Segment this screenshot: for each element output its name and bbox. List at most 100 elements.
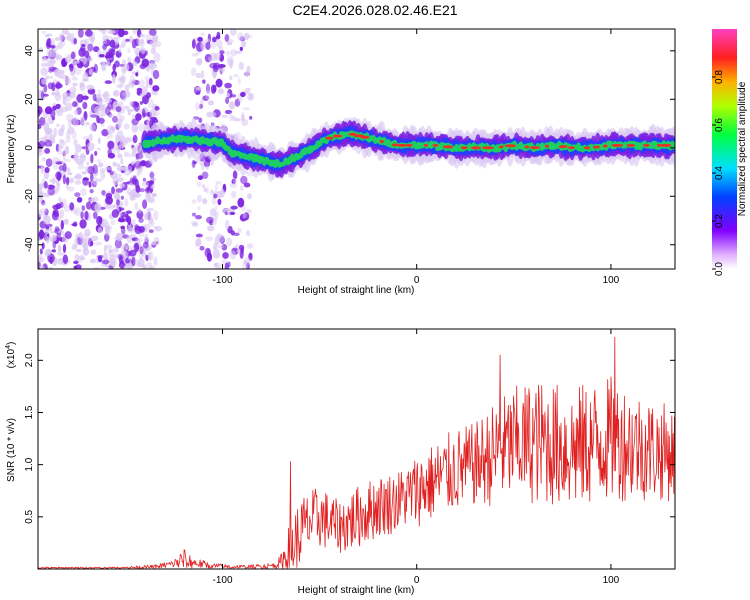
noise-blob bbox=[243, 257, 252, 264]
noise-blob bbox=[126, 235, 134, 243]
noise-blob bbox=[102, 34, 109, 41]
noise-blob bbox=[63, 219, 69, 225]
noise-blob bbox=[206, 225, 215, 232]
noise-blob bbox=[245, 34, 253, 39]
noise-blob bbox=[105, 227, 112, 236]
noise-blob bbox=[128, 249, 137, 257]
noise-blob bbox=[38, 137, 47, 141]
noise-blob bbox=[57, 243, 62, 254]
noise-blob bbox=[148, 29, 157, 36]
noise-blob bbox=[38, 116, 46, 126]
noise-blob bbox=[135, 184, 141, 193]
ridge-peak bbox=[643, 143, 650, 147]
noise-blob bbox=[84, 165, 89, 174]
noise-blob bbox=[56, 252, 65, 256]
spectrogram-panel: -100 0 100 -40 -20 0 20 40 Height of straight l… bbox=[6, 28, 676, 296]
noise-blob bbox=[240, 247, 244, 254]
noise-blob bbox=[117, 118, 123, 129]
ridge-peak bbox=[544, 144, 549, 148]
noise-blob bbox=[59, 201, 64, 208]
noise-blob bbox=[224, 34, 230, 42]
noise-blob bbox=[61, 59, 67, 68]
noise-blob bbox=[241, 118, 249, 126]
noise-blob bbox=[232, 170, 238, 180]
noise-blob bbox=[111, 209, 119, 218]
noise-blob bbox=[41, 201, 47, 207]
noise-blob bbox=[70, 37, 75, 45]
noise-blob bbox=[228, 39, 234, 43]
noise-blob bbox=[127, 48, 131, 54]
noise-blob bbox=[230, 230, 236, 236]
colorbar-tick-label: 0.0 bbox=[714, 262, 725, 276]
noise-blob bbox=[89, 258, 97, 264]
noise-blob bbox=[53, 127, 57, 138]
noise-blob bbox=[89, 123, 96, 132]
noise-blob bbox=[133, 101, 140, 112]
noise-blob bbox=[224, 82, 232, 89]
noise-blob bbox=[47, 187, 55, 196]
noise-blob bbox=[61, 106, 69, 113]
noise-blob bbox=[48, 69, 54, 73]
noise-blob bbox=[97, 254, 104, 259]
noise-blob bbox=[127, 227, 135, 233]
noise-blob bbox=[230, 94, 237, 98]
noise-blob bbox=[86, 57, 94, 62]
noise-blob bbox=[198, 104, 204, 109]
ridge-peak bbox=[482, 146, 494, 150]
noise-blob bbox=[59, 145, 65, 149]
noise-blob bbox=[202, 95, 210, 101]
noise-blob bbox=[145, 191, 149, 202]
noise-blob bbox=[116, 129, 124, 140]
noise-blob bbox=[38, 147, 42, 154]
noise-blob bbox=[134, 156, 140, 167]
noise-blob bbox=[45, 75, 50, 80]
noise-blob bbox=[54, 91, 61, 102]
noise-blob bbox=[124, 242, 129, 250]
noise-blob bbox=[41, 78, 48, 85]
noise-blob bbox=[249, 115, 253, 120]
noise-blob bbox=[69, 86, 77, 94]
noise-blob bbox=[105, 196, 113, 205]
noise-blob bbox=[206, 111, 214, 118]
noise-blob bbox=[141, 180, 150, 188]
noise-blob bbox=[203, 159, 211, 168]
noise-blob bbox=[90, 153, 94, 164]
noise-blob bbox=[62, 174, 67, 185]
noise-blob bbox=[123, 151, 130, 157]
noise-blob bbox=[72, 82, 78, 87]
noise-blob bbox=[129, 35, 134, 44]
noise-blob bbox=[129, 194, 135, 201]
spectrogram-ytick-label: -20 bbox=[24, 189, 35, 204]
noise-blob bbox=[73, 206, 81, 217]
noise-blob bbox=[58, 33, 64, 42]
noise-blob bbox=[50, 38, 55, 47]
noise-blob bbox=[135, 72, 139, 77]
noise-blob bbox=[104, 80, 113, 85]
spectrogram-xtick-label: -100 bbox=[212, 275, 232, 286]
noise-blob bbox=[93, 46, 100, 53]
spectrogram-xtick-label: 0 bbox=[414, 275, 420, 286]
noise-blob bbox=[98, 53, 105, 58]
noise-blob bbox=[155, 41, 162, 48]
noise-blob bbox=[65, 56, 72, 63]
noise-blob bbox=[205, 41, 211, 51]
noise-blob bbox=[217, 88, 225, 95]
noise-blob bbox=[192, 161, 197, 165]
noise-blob bbox=[70, 51, 76, 60]
noise-blob bbox=[91, 180, 97, 188]
noise-blob bbox=[124, 84, 130, 93]
noise-blob bbox=[78, 254, 85, 261]
noise-blob bbox=[225, 50, 231, 56]
noise-blob bbox=[216, 233, 222, 239]
noise-blob bbox=[63, 205, 71, 212]
colorbar-gradient bbox=[712, 29, 737, 269]
ridge-peak bbox=[442, 145, 454, 149]
noise-blob bbox=[71, 76, 78, 81]
noise-blob bbox=[89, 114, 98, 118]
noise-blob bbox=[152, 192, 158, 198]
noise-blob bbox=[68, 119, 72, 128]
noise-blob bbox=[191, 39, 196, 49]
noise-blob bbox=[38, 183, 45, 190]
noise-blob bbox=[200, 40, 206, 51]
noise-blob bbox=[88, 181, 92, 188]
